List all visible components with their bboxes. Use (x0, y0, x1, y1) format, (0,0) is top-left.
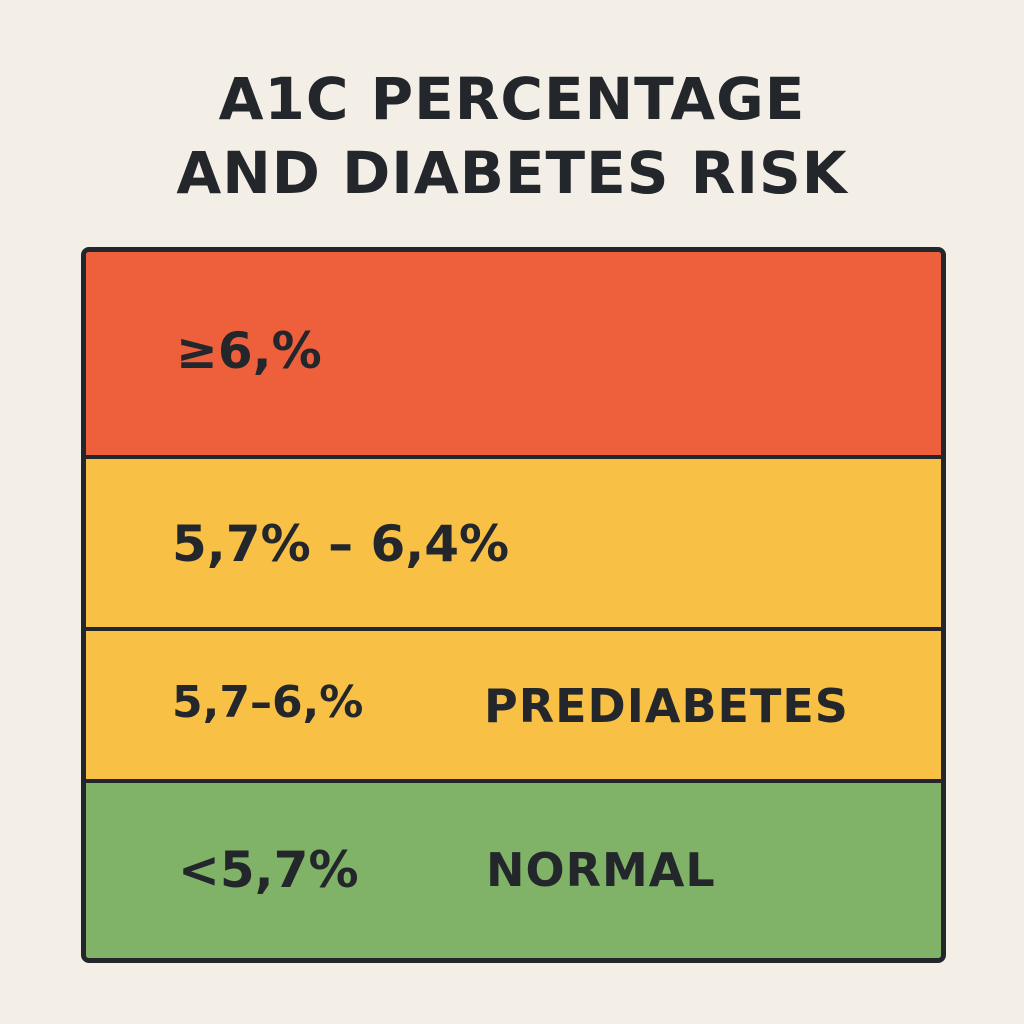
row-diabetes: ≥6,% (86, 252, 941, 455)
row-normal: <5,7% NORMAL (86, 779, 941, 958)
row-prediabetes: 5,7–6,% PREDIABETES (86, 627, 941, 779)
row-value: ≥6,% (176, 322, 322, 380)
row-value: 5,7% – 6,4% (172, 515, 510, 573)
row-high-prediabetes: 5,7% – 6,4% (86, 455, 941, 627)
title-line-2: AND DIABETES RISK (176, 139, 848, 207)
row-label: NORMAL (486, 843, 716, 897)
title-line-1: A1C PERCENTAGE (218, 65, 806, 133)
row-label: PREDIABETES (484, 679, 849, 733)
row-value: 5,7–6,% (172, 677, 364, 728)
risk-table: ≥6,% 5,7% – 6,4% 5,7–6,% PREDIABETES <5,… (81, 247, 946, 963)
row-value: <5,7% (178, 841, 359, 899)
